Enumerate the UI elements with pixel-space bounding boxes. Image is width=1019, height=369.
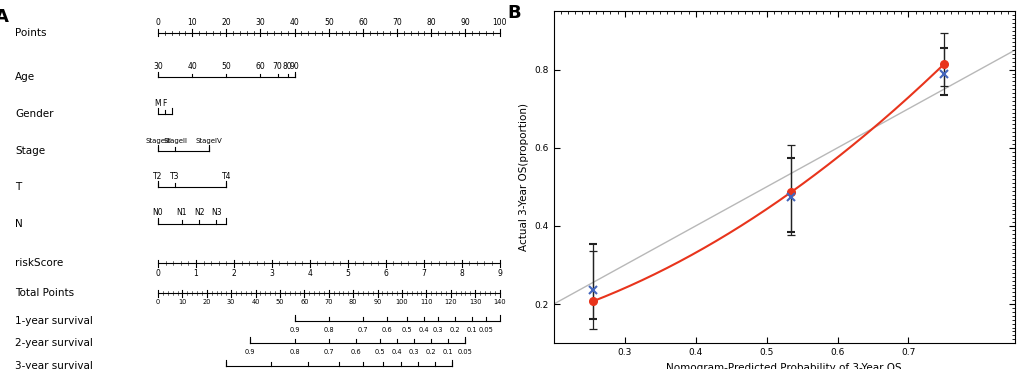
Text: 3: 3 — [269, 269, 274, 279]
Text: 1: 1 — [194, 269, 198, 279]
Text: 30: 30 — [227, 299, 235, 305]
Text: 1-year survival: 1-year survival — [15, 315, 93, 325]
Text: StageIV: StageIV — [196, 138, 222, 144]
Text: M: M — [155, 99, 161, 108]
Text: 40: 40 — [289, 18, 300, 27]
Text: 0.8: 0.8 — [289, 349, 300, 355]
Text: 100: 100 — [395, 299, 408, 305]
Text: 6: 6 — [383, 269, 388, 279]
Text: 50: 50 — [221, 62, 231, 71]
Text: 5: 5 — [345, 269, 350, 279]
Text: 0.2: 0.2 — [449, 327, 460, 332]
Text: N0: N0 — [153, 208, 163, 217]
Text: 0.2: 0.2 — [426, 349, 436, 355]
Text: 70: 70 — [392, 18, 401, 27]
Text: StageIII: StageIII — [145, 138, 171, 144]
Text: A: A — [0, 8, 9, 26]
Text: 4: 4 — [307, 269, 312, 279]
Text: 0.1: 0.1 — [467, 327, 477, 332]
Text: Points: Points — [15, 28, 47, 38]
Text: 0.5: 0.5 — [401, 327, 413, 332]
Text: 120: 120 — [444, 299, 457, 305]
Text: Age: Age — [15, 72, 36, 83]
Text: 60: 60 — [300, 299, 309, 305]
Text: 30: 30 — [153, 62, 163, 71]
Text: 90: 90 — [289, 62, 300, 71]
Text: 60: 60 — [358, 18, 368, 27]
Text: T: T — [15, 182, 21, 192]
Text: 130: 130 — [469, 299, 481, 305]
Text: 7: 7 — [421, 269, 426, 279]
Text: 50: 50 — [275, 299, 284, 305]
Text: 0.6: 0.6 — [351, 349, 361, 355]
Text: 70: 70 — [272, 62, 282, 71]
Text: 50: 50 — [324, 18, 333, 27]
Text: 30: 30 — [256, 18, 265, 27]
Text: 0.6: 0.6 — [381, 327, 391, 332]
Text: 2: 2 — [231, 269, 236, 279]
Text: 8: 8 — [459, 269, 464, 279]
Text: N2: N2 — [194, 208, 204, 217]
Text: 20: 20 — [221, 18, 231, 27]
Text: 2-year survival: 2-year survival — [15, 338, 93, 348]
Text: 90: 90 — [461, 18, 470, 27]
Text: 80: 80 — [426, 18, 436, 27]
Text: 100: 100 — [492, 18, 506, 27]
Text: 10: 10 — [187, 18, 197, 27]
Text: 0.8: 0.8 — [323, 327, 334, 332]
Text: 3-year survival: 3-year survival — [15, 361, 93, 369]
Text: 0.5: 0.5 — [374, 349, 385, 355]
Text: F: F — [162, 99, 167, 108]
Text: 40: 40 — [251, 299, 260, 305]
Text: 0: 0 — [156, 18, 160, 27]
X-axis label: Nomogram-Predicted Probability of 3-Year OS: Nomogram-Predicted Probability of 3-Year… — [665, 363, 901, 369]
Text: 10: 10 — [178, 299, 186, 305]
Text: 0.05: 0.05 — [458, 349, 473, 355]
Text: B: B — [507, 4, 521, 23]
Text: 9: 9 — [496, 269, 501, 279]
Text: 90: 90 — [373, 299, 381, 305]
Text: 20: 20 — [203, 299, 211, 305]
Text: 0.05: 0.05 — [478, 327, 493, 332]
Text: 60: 60 — [256, 62, 265, 71]
Text: 0.1: 0.1 — [442, 349, 453, 355]
Text: N1: N1 — [176, 208, 187, 217]
Text: 0.4: 0.4 — [419, 327, 429, 332]
Text: T4: T4 — [221, 172, 231, 181]
Y-axis label: Actual 3-Year OS(proportion): Actual 3-Year OS(proportion) — [519, 103, 529, 251]
Text: 40: 40 — [187, 62, 197, 71]
Text: Stage: Stage — [15, 145, 46, 156]
Text: 70: 70 — [324, 299, 333, 305]
Text: 80: 80 — [348, 299, 357, 305]
Text: 0.3: 0.3 — [432, 327, 443, 332]
Text: Total Points: Total Points — [15, 288, 74, 299]
Text: 0: 0 — [156, 269, 160, 279]
Text: T2: T2 — [153, 172, 163, 181]
Text: 0: 0 — [156, 299, 160, 305]
Text: 140: 140 — [493, 299, 505, 305]
Text: 0.7: 0.7 — [323, 349, 334, 355]
Text: StageII: StageII — [163, 138, 186, 144]
Text: 110: 110 — [420, 299, 432, 305]
Text: N3: N3 — [211, 208, 221, 217]
Text: 80: 80 — [282, 62, 292, 71]
Text: 0.9: 0.9 — [245, 349, 255, 355]
Text: 0.3: 0.3 — [409, 349, 419, 355]
Text: riskScore: riskScore — [15, 258, 63, 269]
Text: 0.9: 0.9 — [289, 327, 300, 332]
Text: N: N — [15, 218, 23, 229]
Text: 0.4: 0.4 — [391, 349, 403, 355]
Text: Gender: Gender — [15, 109, 54, 119]
Text: 0.7: 0.7 — [358, 327, 368, 332]
Text: T3: T3 — [170, 172, 179, 181]
